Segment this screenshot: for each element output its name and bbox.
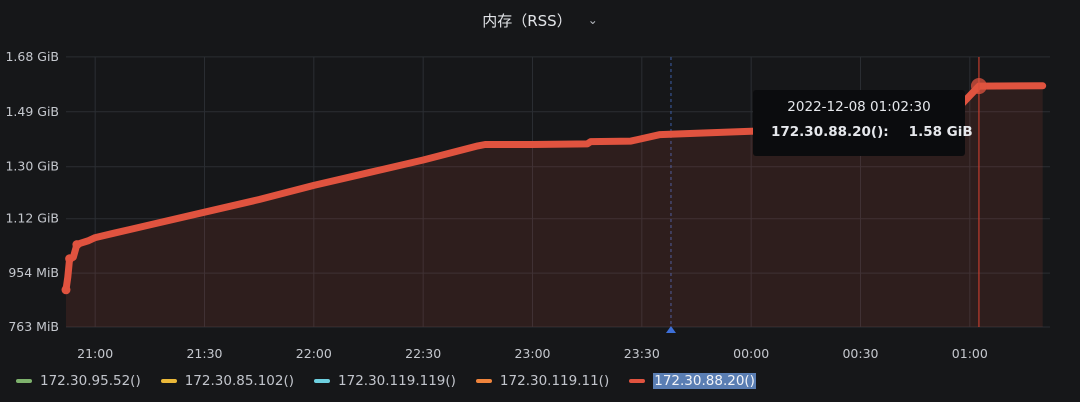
x-tick-label: 21:00: [77, 346, 113, 361]
y-tick-label: 954 MiB: [8, 265, 59, 280]
legend: 172.30.95.52() 172.30.85.102() 172.30.11…: [16, 370, 756, 392]
x-tick-label: 22:30: [405, 346, 441, 361]
legend-label: 172.30.119.119(): [338, 373, 456, 389]
series-point: [65, 254, 75, 264]
legend-item-3[interactable]: 172.30.119.11(): [475, 373, 610, 389]
x-tick-label: 00:00: [733, 346, 769, 361]
series-point: [61, 285, 71, 295]
x-tick-label: 00:30: [842, 346, 878, 361]
series-point: [72, 240, 82, 250]
tooltip-row: 172.30.88.20(): 1.58 GiB: [765, 124, 973, 140]
tooltip-time: 2022-12-08 01:02:30: [787, 99, 931, 115]
hover-point: [970, 78, 987, 95]
legend-swatch: [160, 379, 177, 383]
panel-header[interactable]: 内存（RSS） ⌄: [0, 6, 1080, 34]
legend-item-0[interactable]: 172.30.95.52(): [16, 373, 141, 389]
x-tick-label: 23:30: [624, 346, 660, 361]
x-tick-label: 21:30: [186, 346, 222, 361]
legend-swatch: [475, 379, 492, 383]
legend-swatch: [629, 379, 646, 383]
legend-label: 172.30.119.11(): [499, 373, 610, 389]
legend-item-1[interactable]: 172.30.85.102(): [160, 373, 295, 389]
x-tick-label: 23:00: [514, 346, 550, 361]
x-tick-label: 22:00: [296, 346, 332, 361]
panel-title[interactable]: 内存（RSS）: [482, 11, 572, 30]
chevron-down-icon[interactable]: ⌄: [587, 13, 598, 27]
y-tick-label: 1.49 GiB: [5, 104, 59, 119]
legend-item-2[interactable]: 172.30.119.119(): [314, 373, 456, 389]
hover-tooltip: 2022-12-08 01:02:30 172.30.88.20(): 1.58…: [753, 90, 973, 156]
legend-item-4[interactable]: 172.30.88.20(): [629, 373, 756, 389]
legend-swatch: [314, 379, 331, 383]
x-tick-label: 01:00: [952, 346, 988, 361]
legend-label: 172.30.88.20(): [653, 373, 756, 389]
annotation-marker-icon: [665, 326, 676, 333]
y-tick-label: 1.68 GiB: [5, 49, 59, 64]
tooltip-series-name: 172.30.88.20():: [771, 124, 889, 140]
y-tick-label: 1.30 GiB: [5, 159, 59, 174]
y-tick-label: 1.12 GiB: [5, 211, 59, 226]
legend-label: 172.30.85.102(): [184, 373, 295, 389]
legend-swatch: [16, 379, 32, 383]
legend-label: 172.30.95.52(): [40, 373, 141, 389]
tooltip-value: 1.58 GiB: [908, 124, 973, 140]
y-tick-label: 763 MiB: [8, 319, 59, 334]
